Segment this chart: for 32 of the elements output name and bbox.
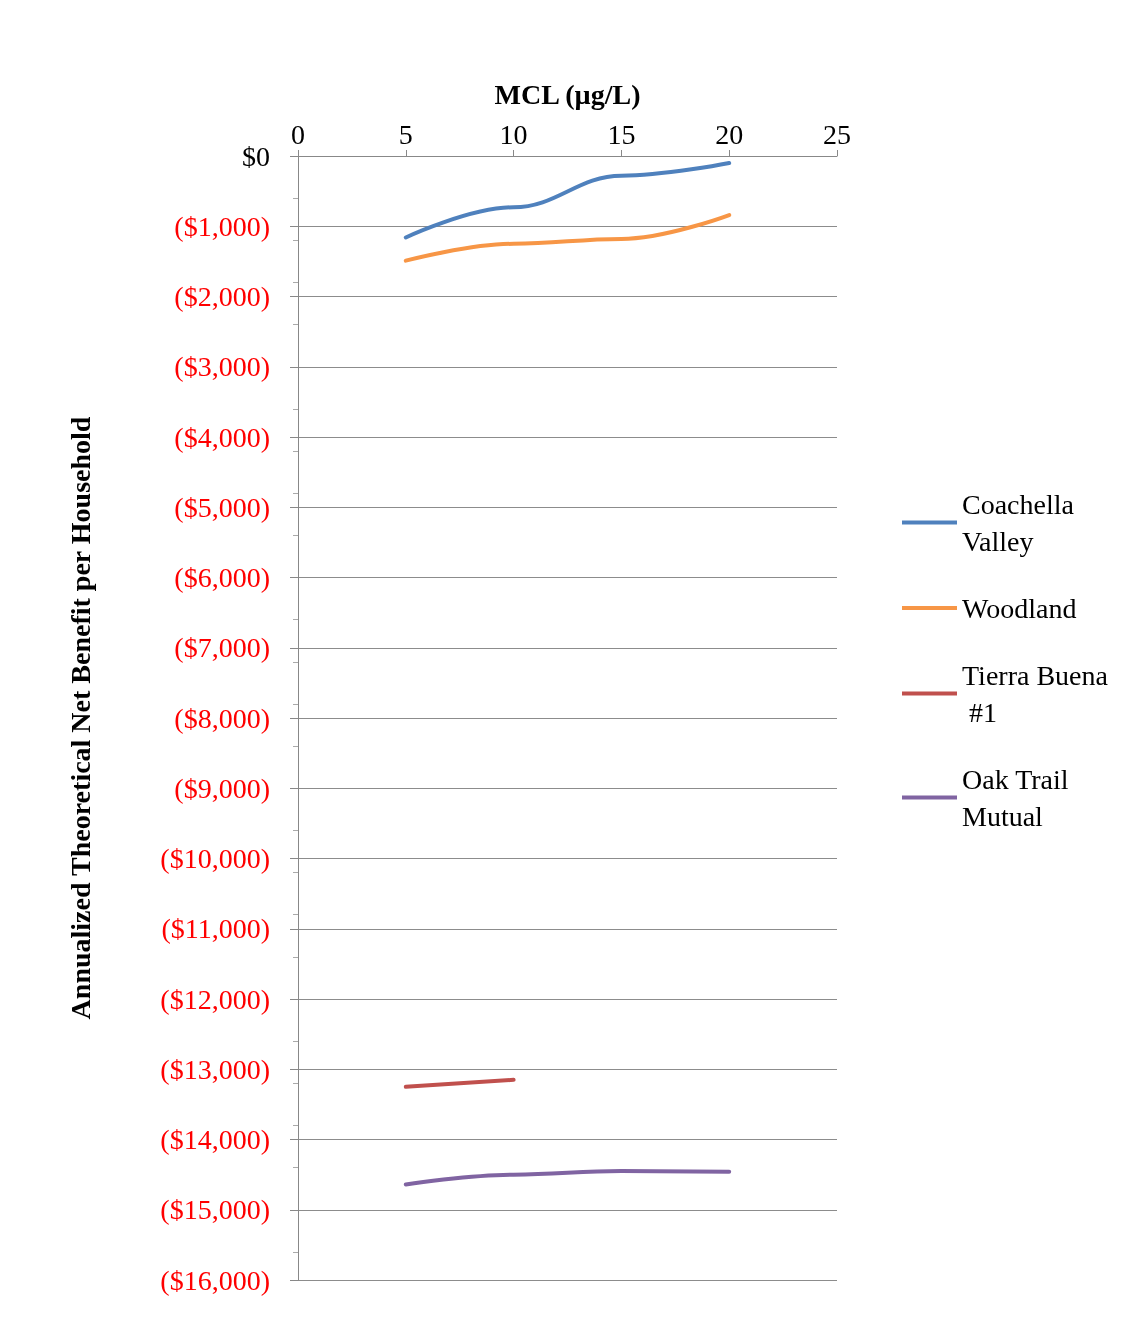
- x-tick-label: 25: [823, 118, 851, 150]
- legend-label: Oak Trail Mutual: [962, 763, 1076, 832]
- y-tick-label: ($2,000): [174, 281, 270, 312]
- y-tick-label: ($14,000): [160, 1124, 270, 1155]
- x-tick-label: 15: [607, 118, 636, 150]
- y-tick-label: ($3,000): [174, 351, 270, 383]
- y-tick-label: ($15,000): [160, 1194, 270, 1226]
- x-tick-label: 0: [291, 118, 305, 150]
- legend-label: Woodland: [962, 592, 1077, 624]
- y-tick-label: ($8,000): [174, 702, 270, 734]
- line-series: [403, 1169, 732, 1187]
- y-tick-label: $0: [242, 140, 270, 172]
- y-tick-label: ($5,000): [174, 491, 270, 523]
- y-tick-label: ($6,000): [174, 562, 270, 593]
- y-axis-title: Annualized Theoretical Net Benefit per Household: [64, 416, 96, 1020]
- y-tick-label: ($4,000): [174, 421, 270, 453]
- line-series: [403, 213, 732, 263]
- y-tick-label: ($10,000): [160, 843, 270, 874]
- y-tick-label: ($12,000): [160, 983, 270, 1015]
- legend-label: Tierra Buena #1: [962, 659, 1109, 728]
- y-tick-label: ($11,000): [161, 913, 270, 945]
- line-series: [403, 161, 732, 240]
- legend-label: Coachella Valley: [962, 488, 1081, 557]
- y-tick-label: ($7,000): [174, 632, 270, 664]
- y-tick-label: ($16,000): [160, 1264, 270, 1296]
- y-tick-label: ($13,000): [160, 1053, 270, 1085]
- x-tick-label: 20: [715, 118, 744, 150]
- x-tick-label: 10: [499, 118, 528, 150]
- x-tick-label: 5: [398, 118, 413, 150]
- y-tick-label: ($9,000): [174, 772, 270, 804]
- y-tick-label: ($1,000): [174, 210, 270, 242]
- x-axis-title: MCL (µg/L): [494, 78, 641, 110]
